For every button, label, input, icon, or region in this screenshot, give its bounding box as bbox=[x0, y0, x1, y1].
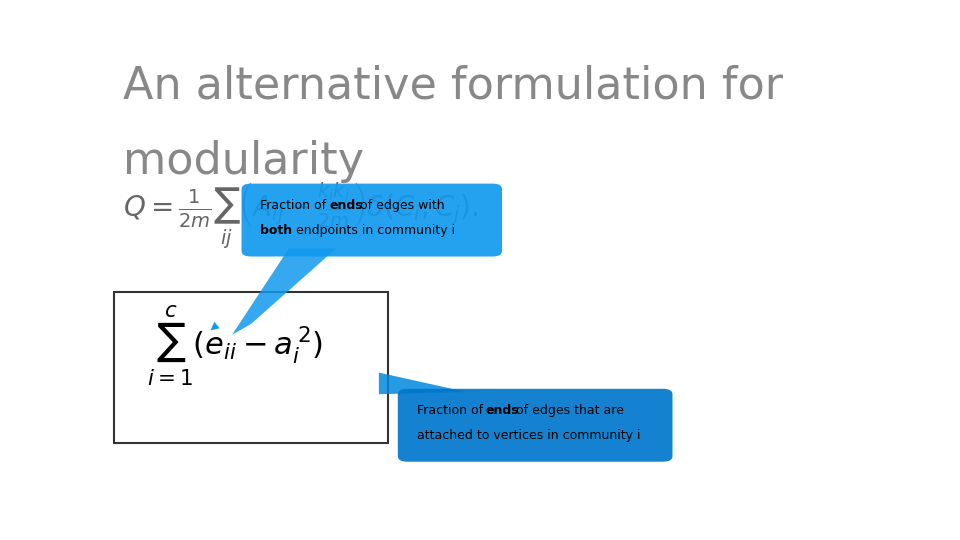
Text: Fraction of: Fraction of bbox=[417, 404, 487, 417]
Text: ends: ends bbox=[486, 404, 519, 417]
Text: $Q = \frac{1}{2m} \sum_{ij} \left( A_{ij} - \frac{k_i k_j}{2m} \right) \delta(C_: $Q = \frac{1}{2m} \sum_{ij} \left( A_{ij… bbox=[123, 181, 479, 251]
FancyBboxPatch shape bbox=[242, 184, 502, 256]
Text: Fraction of: Fraction of bbox=[260, 199, 330, 212]
Text: An alternative formulation for: An alternative formulation for bbox=[123, 65, 783, 108]
Text: ends: ends bbox=[329, 199, 363, 212]
Text: attached to vertices in community i: attached to vertices in community i bbox=[417, 429, 640, 442]
Text: of edges with: of edges with bbox=[356, 199, 444, 212]
Polygon shape bbox=[232, 248, 336, 335]
FancyArrowPatch shape bbox=[210, 253, 305, 330]
FancyBboxPatch shape bbox=[113, 292, 389, 443]
Text: both: both bbox=[260, 224, 293, 237]
Text: $\sum_{i=1}^{c} (e_{ii} - a_i^{\,2})$: $\sum_{i=1}^{c} (e_{ii} - a_i^{\,2})$ bbox=[147, 303, 323, 388]
Text: modularity: modularity bbox=[123, 140, 364, 184]
FancyBboxPatch shape bbox=[397, 389, 673, 462]
Polygon shape bbox=[379, 373, 492, 394]
Text: of edges that are: of edges that are bbox=[513, 404, 624, 417]
Text: endpoints in community i: endpoints in community i bbox=[292, 224, 455, 237]
